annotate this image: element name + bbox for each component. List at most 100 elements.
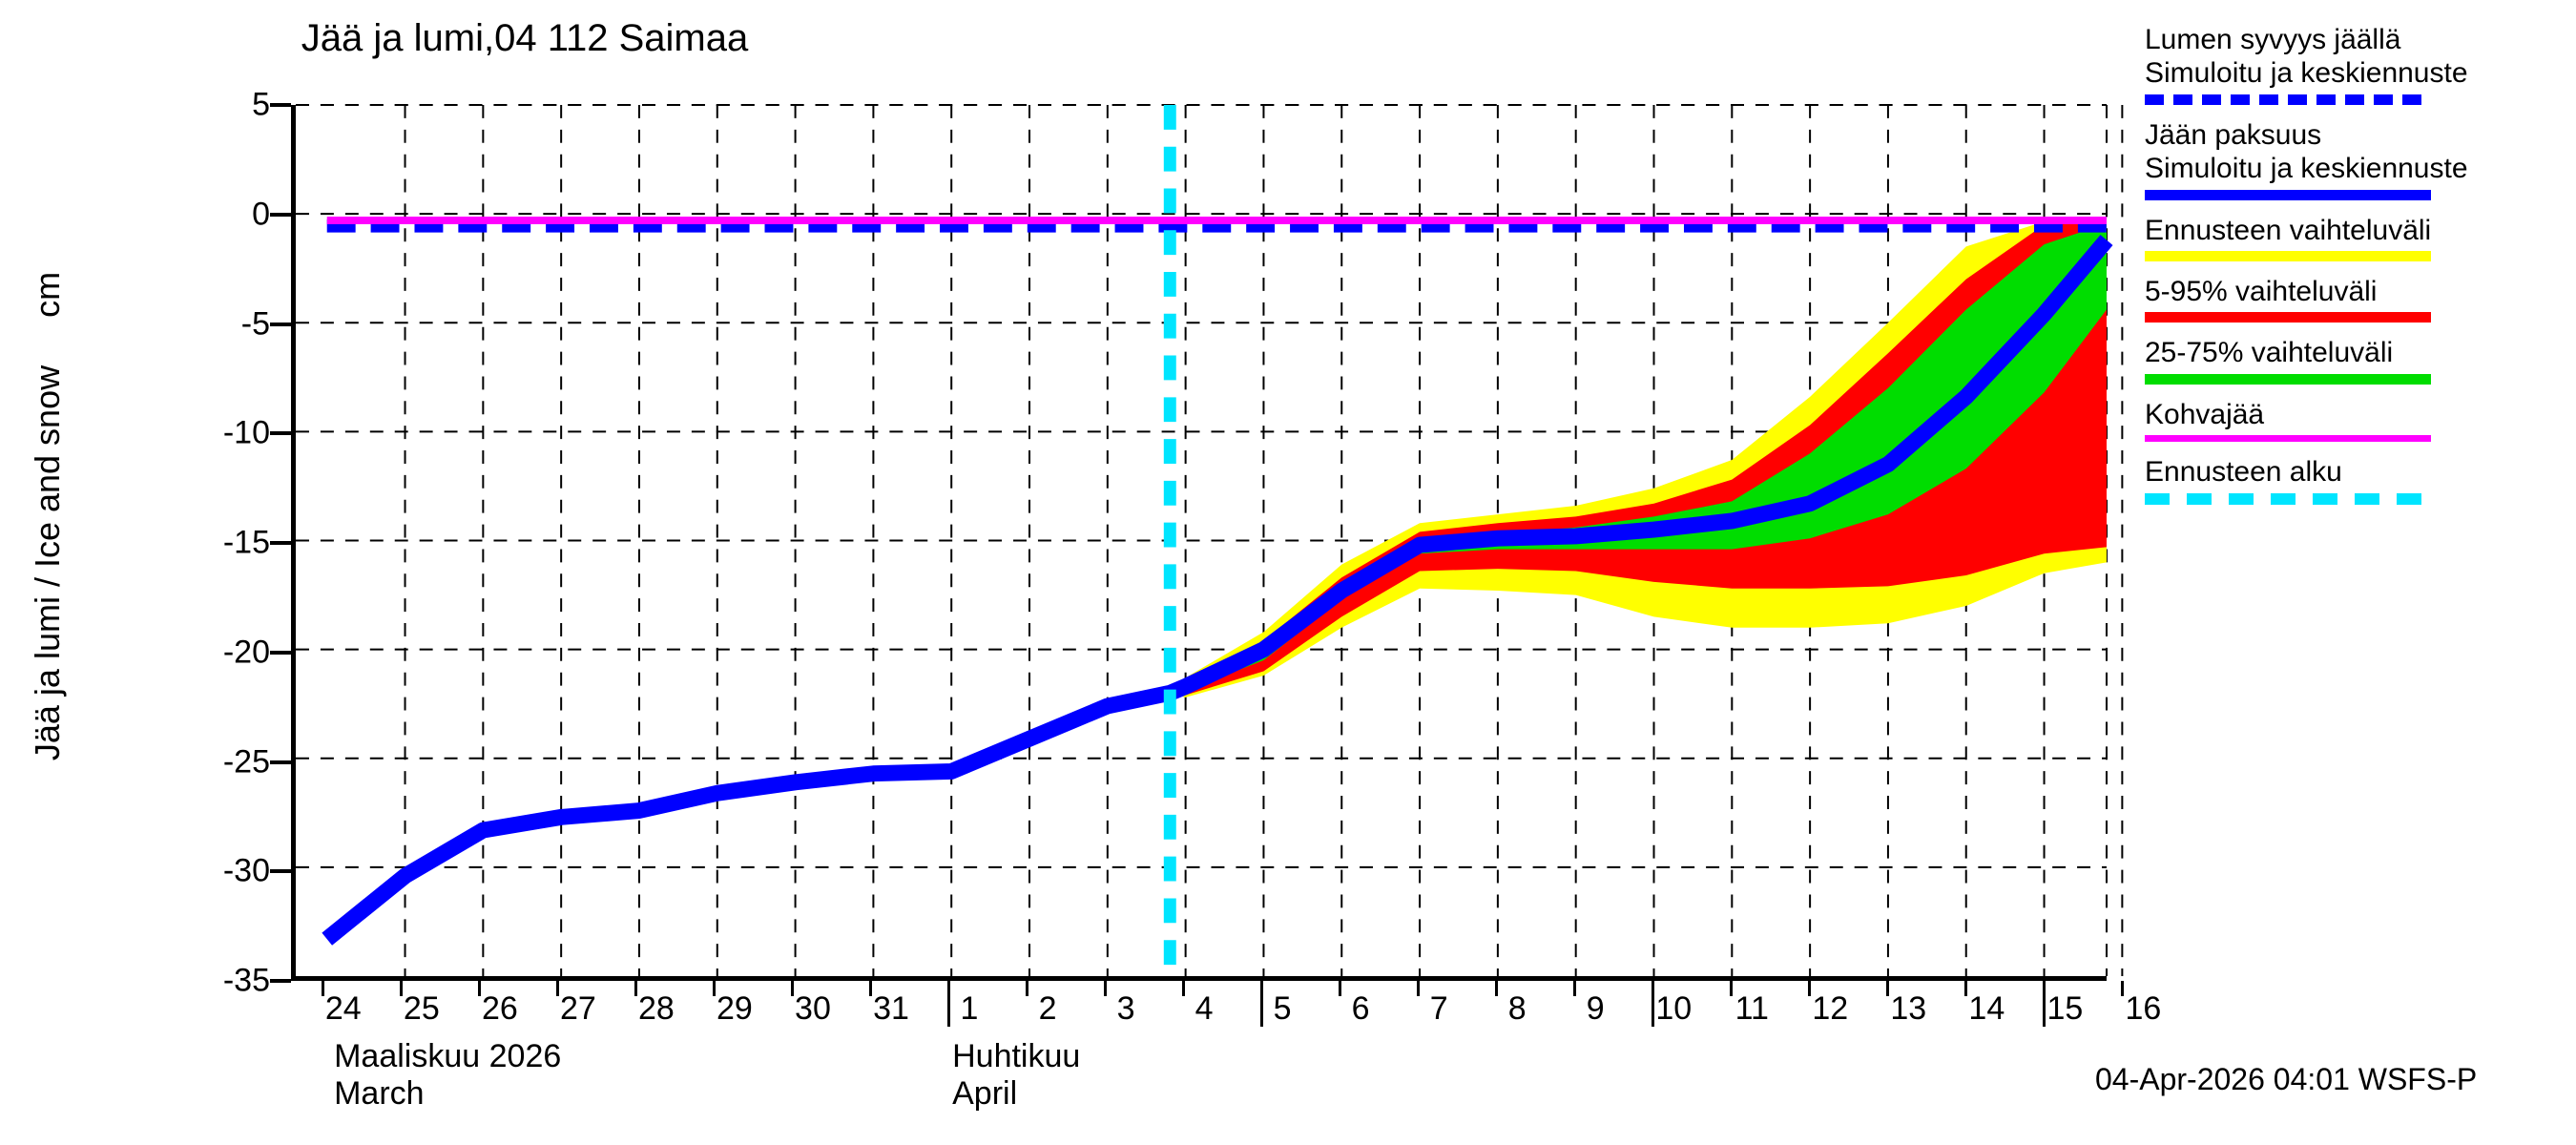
x-axis-tick-label: 15	[2046, 990, 2084, 1027]
x-axis-tick-mark	[2043, 981, 2046, 1027]
x-axis-tick-mark	[947, 981, 951, 1027]
x-axis-tick-mark	[790, 981, 794, 996]
y-axis-tick-label: -30	[222, 852, 270, 889]
y-axis-tick-mark	[270, 760, 291, 764]
y-axis-tick-mark	[270, 322, 291, 326]
x-axis-tick-mark	[477, 981, 481, 996]
x-axis-tick-mark	[712, 981, 716, 996]
x-axis-tick-label: 13	[1890, 990, 1927, 1027]
y-axis-tick-mark	[270, 650, 291, 655]
x-axis-tick-label: 24	[324, 990, 362, 1027]
x-axis-tick-mark	[555, 981, 559, 996]
legend-item: Jään paksuus Simuloitu ja keskiennuste	[2145, 118, 2565, 200]
y-axis-tick-label: -25	[222, 743, 270, 780]
month-label-en: April	[952, 1075, 1018, 1113]
x-axis-tick-label: 11	[1735, 990, 1769, 1027]
legend-swatch-blue-dashed	[2145, 94, 2431, 105]
legend-label-primary: Ennusteen vaihteluväli	[2145, 214, 2432, 246]
x-axis-tick-mark	[1964, 981, 1968, 996]
legend-swatch-blue-solid	[2145, 189, 2431, 200]
month-label-fi: Huhtikuu	[952, 1038, 1081, 1074]
y-axis-tick-label: 5	[252, 86, 270, 123]
y-axis-tick-label: -35	[222, 962, 270, 999]
month-label-fi: Maaliskuu 2026	[334, 1038, 562, 1074]
legend-label-secondary: Simuloitu ja keskiennuste	[2145, 153, 2468, 185]
plot-area	[291, 104, 2124, 981]
legend-label-primary: Jään paksuus	[2145, 118, 2322, 151]
x-axis-tick-label: 12	[1812, 990, 1849, 1027]
x-axis-tick-mark	[1808, 981, 1812, 996]
x-axis-tick-label: 27	[559, 990, 596, 1027]
y-axis-tick-mark	[270, 212, 291, 217]
legend-swatch-red	[2145, 312, 2431, 323]
x-axis-tick-mark	[1652, 981, 1655, 1027]
x-axis-tick-mark	[399, 981, 403, 996]
x-axis-tick-mark	[2121, 981, 2125, 996]
legend-label-primary: 25-75% vaihteluväli	[2145, 337, 2394, 369]
x-axis-tick-label: 9	[1586, 990, 1605, 1027]
x-axis-tick-label: 28	[637, 990, 675, 1027]
x-axis-tick-mark	[1339, 981, 1342, 996]
legend-label-secondary: Simuloitu ja keskiennuste	[2145, 57, 2468, 90]
legend-item: 25-75% vaihteluväli	[2145, 336, 2565, 385]
x-axis-tick-mark	[634, 981, 637, 996]
legend-label-primary: 5-95% vaihteluväli	[2145, 275, 2378, 307]
x-axis-tick-label: 30	[795, 990, 831, 1027]
legend-swatch-green	[2145, 373, 2431, 385]
footer-timestamp: 04-Apr-2026 04:01 WSFS-P	[2095, 1062, 2478, 1096]
x-axis-tick-mark	[868, 981, 872, 996]
x-axis-tick-label: 2	[1038, 990, 1057, 1027]
legend-label-primary: Lumen syvyys jäällä	[2145, 24, 2401, 55]
legend-item: 5-95% vaihteluväli	[2145, 275, 2565, 323]
x-axis-tick-label: 6	[1351, 990, 1370, 1027]
x-axis-tick-label: 1	[960, 990, 979, 1027]
legend-item: Ennusteen vaihteluväli	[2145, 214, 2565, 261]
month-label-en: March	[334, 1075, 425, 1113]
x-axis-tick-mark	[1182, 981, 1186, 996]
forecast-band-5-95-vaihteluv-li	[1170, 222, 2107, 696]
x-axis-tick-mark	[321, 981, 324, 996]
y-axis-tick-label: -10	[222, 414, 270, 451]
month-label-block: Huhtikuu April	[952, 1038, 1080, 1113]
x-axis-tick-label: 4	[1195, 990, 1214, 1027]
y-axis-tick-label: -20	[222, 634, 270, 671]
legend: Lumen syvyys jäällä Simuloitu ja keskienn…	[2145, 23, 2565, 518]
x-axis-tick-mark	[1573, 981, 1577, 996]
x-axis-tick-label: 26	[481, 990, 518, 1027]
legend-label-primary: Ennusteen alku	[2145, 456, 2342, 489]
legend-item: Ennusteen alku	[2145, 455, 2565, 505]
y-axis-title: Jää ja lumi / Ice and snow cm	[28, 271, 67, 761]
legend-swatch-cyan-dashed	[2145, 492, 2431, 505]
y-axis-tick-mark	[270, 431, 291, 436]
legend-swatch-yellow	[2145, 250, 2431, 261]
x-axis-tick-label: 25	[403, 990, 440, 1027]
y-axis-tick-label: -15	[222, 524, 270, 561]
y-axis-tick-mark	[270, 869, 291, 874]
y-axis-tick-mark	[270, 103, 291, 107]
x-axis-tick-mark	[1417, 981, 1421, 996]
x-axis-tick-mark	[1260, 981, 1264, 1027]
y-axis-tick-mark	[270, 979, 291, 983]
legend-swatch-magenta	[2145, 435, 2431, 443]
x-axis-tick-mark	[1886, 981, 1890, 996]
x-axis-tick-label: 7	[1429, 990, 1448, 1027]
x-axis-tick-label: 16	[2125, 990, 2162, 1027]
y-axis-tick-label: 0	[252, 196, 270, 233]
legend-label-primary: Kohvajää	[2145, 398, 2265, 430]
y-axis-tick-label: -5	[240, 305, 270, 342]
x-axis-tick-label: 3	[1116, 990, 1135, 1027]
plot-canvas	[296, 104, 2124, 976]
legend-item: Kohvajää	[2145, 398, 2565, 443]
x-axis-tick-label: 8	[1507, 990, 1527, 1027]
series-j-n-paksuus-simuloitu-ja-keskiennuste	[322, 235, 2113, 946]
x-axis-tick-label: 5	[1273, 990, 1292, 1027]
x-axis-tick-label: 14	[1968, 990, 2005, 1027]
x-axis-tick-mark	[1104, 981, 1108, 996]
x-axis-tick-mark	[1730, 981, 1734, 996]
x-axis-tick-label: 10	[1655, 990, 1693, 1027]
chart-title: Jää ja lumi,04 112 Saimaa	[301, 17, 749, 59]
y-axis-tick-mark	[270, 541, 291, 545]
month-label-block: Maaliskuu 2026 March	[334, 1038, 561, 1113]
legend-item: Lumen syvyys jäällä Simuloitu ja keskienn…	[2145, 23, 2565, 105]
